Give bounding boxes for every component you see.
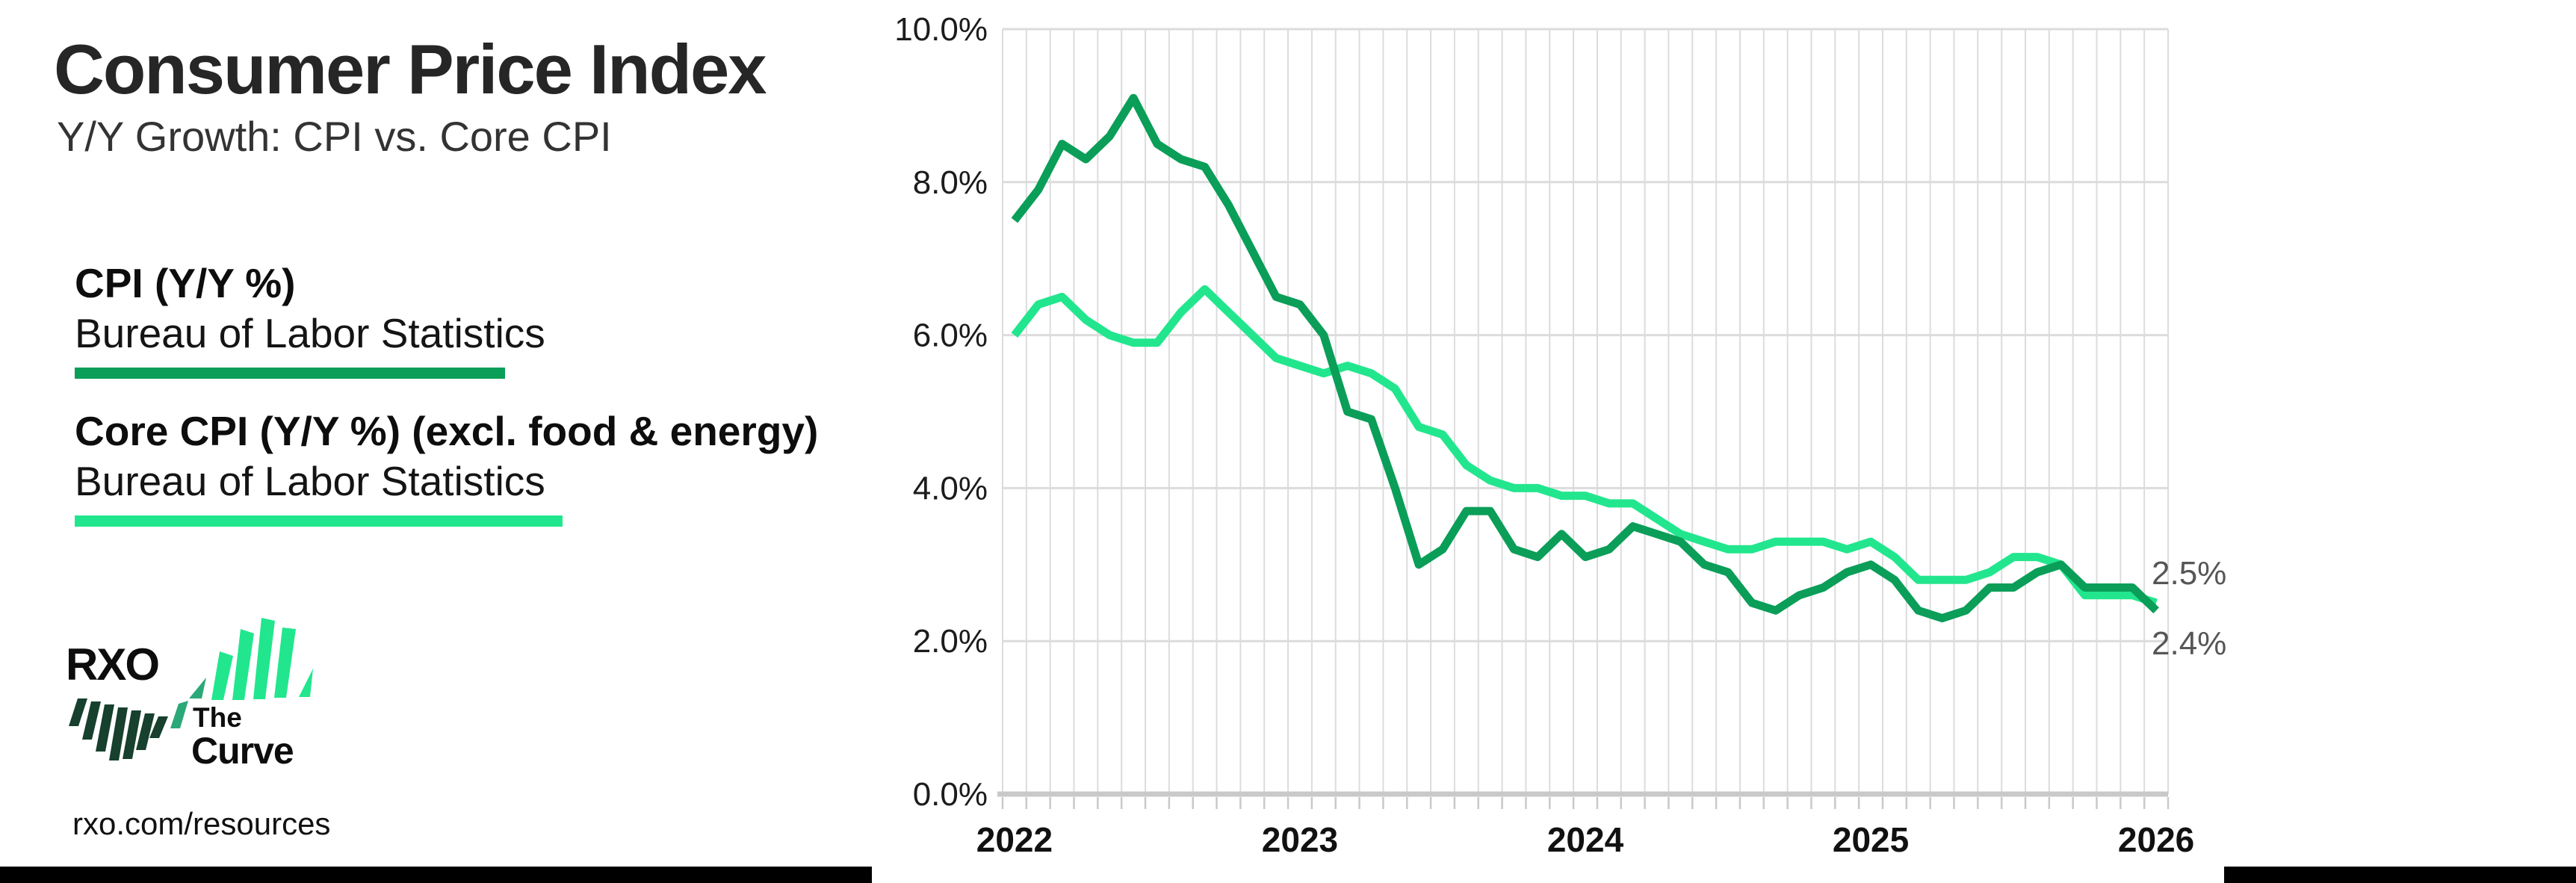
page-subtitle: Y/Y Growth: CPI vs. Core CPI xyxy=(57,113,612,160)
footer-bar-right xyxy=(2224,867,2576,883)
y-axis-label: 6.0% xyxy=(913,317,988,354)
x-axis-ticks xyxy=(1001,797,2170,809)
y-axis-label: 8.0% xyxy=(913,164,988,201)
y-axis-label: 4.0% xyxy=(913,470,988,506)
legend-core-cpi-swatch xyxy=(75,515,563,527)
legend-core-cpi-label: Core CPI (Y/Y %) (excl. food & energy) xyxy=(75,408,819,454)
y-axis-label: 0.0% xyxy=(913,776,988,813)
rxo-mark-bright-stripes xyxy=(211,618,313,700)
x-axis-labels: 2022 2023 2024 2025 2026 xyxy=(976,820,2195,859)
rxo-mark-transition-stripes xyxy=(170,678,206,728)
rxo-mark-dark-stripes xyxy=(69,698,168,760)
vertical-gridlines xyxy=(1002,29,2169,794)
x-axis-label: 2025 xyxy=(1833,820,1909,859)
y-axis-label: 10.0% xyxy=(894,11,988,48)
resources-url-link[interactable]: rxo.com/resources xyxy=(72,806,331,841)
x-axis-label: 2024 xyxy=(1547,820,1624,859)
x-axis-label: 2026 xyxy=(2118,820,2194,859)
page-title: Consumer Price Index xyxy=(54,30,767,108)
x-axis-label: 2022 xyxy=(976,820,1053,859)
legend-cpi-source: Bureau of Labor Statistics xyxy=(75,310,545,356)
legend-core-cpi-source: Bureau of Labor Statistics xyxy=(75,458,545,504)
y-axis-label: 2.0% xyxy=(913,623,988,660)
rxo-tagline-curve: Curve xyxy=(191,730,294,772)
cpi-end-value-label: 2.4% xyxy=(2152,625,2227,662)
cpi-line xyxy=(1011,93,2159,622)
core-cpi-line xyxy=(1011,285,2158,607)
x-axis-label: 2023 xyxy=(1262,820,1338,859)
footer-bar-left xyxy=(0,867,872,883)
core-cpi-end-value-label: 2.5% xyxy=(2152,555,2227,592)
y-axis-labels: 10.0% 8.0% 6.0% 4.0% 2.0% 0.0% xyxy=(894,11,988,813)
horizontal-gridlines xyxy=(1003,28,2168,796)
rxo-tagline-the: The xyxy=(193,702,242,733)
legend-cpi-swatch xyxy=(75,368,505,379)
legend-cpi-label: CPI (Y/Y %) xyxy=(75,260,296,306)
rxo-logo-text: RXO xyxy=(66,639,160,690)
